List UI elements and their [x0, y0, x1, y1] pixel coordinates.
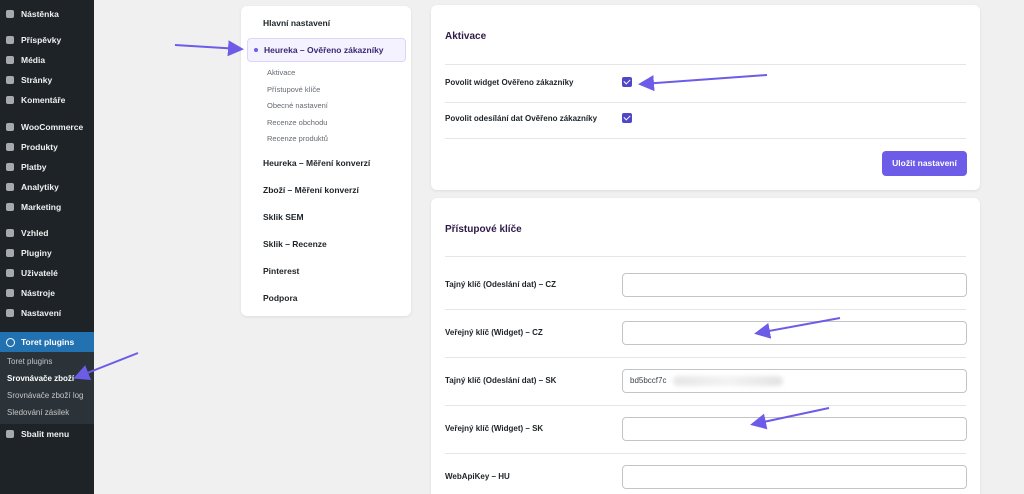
- menu-item[interactable]: Stránky: [0, 70, 94, 90]
- field-label: Tajný klíč (Odeslání dat) – SK: [445, 376, 557, 385]
- nav-item[interactable]: Heureka – Měření konverzí: [263, 158, 371, 168]
- submenu-item[interactable]: Sledování zásilek: [7, 408, 70, 417]
- collapse-menu[interactable]: Sbalit menu: [0, 424, 94, 444]
- keys-panel: Přístupové klíče Tajný klíč (Odeslání dat…: [431, 198, 980, 494]
- checkbox[interactable]: [622, 113, 632, 123]
- submenu-item[interactable]: Srovnávače zboží: [7, 374, 75, 383]
- arrow: [174, 40, 244, 57]
- text-input[interactable]: bd5bccf7c: [622, 369, 967, 393]
- nav-item[interactable]: Hlavní nastavení: [263, 18, 331, 28]
- menu-item[interactable]: Pluginy: [0, 243, 94, 263]
- nav-item[interactable]: Zboží – Měření konverzí: [263, 185, 359, 195]
- input-value: bd5bccf7c: [630, 376, 667, 385]
- save-button[interactable]: Uložit nastavení: [882, 151, 967, 176]
- field-label: Veřejný klíč (Widget) – SK: [445, 424, 544, 433]
- nav-subitem[interactable]: Recenze produktů: [267, 134, 328, 143]
- menu-item-active[interactable]: Toret plugins: [0, 332, 94, 352]
- menu-item[interactable]: Média: [0, 50, 94, 70]
- nav-subitem[interactable]: Obecné nastavení: [267, 101, 328, 110]
- nav-subitem[interactable]: Přístupové klíče: [267, 84, 321, 94]
- submenu: Toret plugins Srovnávače zboží Srovnávače …: [0, 352, 94, 424]
- menu-item[interactable]: Příspěvky: [0, 30, 94, 50]
- menu-item[interactable]: Nástroje: [0, 283, 94, 303]
- menu-item[interactable]: Platby: [0, 157, 94, 177]
- nav-item[interactable]: Pinterest: [263, 266, 300, 276]
- menu-item[interactable]: Nástěnka: [0, 4, 94, 24]
- separator: [445, 102, 966, 103]
- field-label: WebApiKey – HU: [445, 472, 510, 481]
- nav-item-active[interactable]: Heureka – Ověřeno zákazníky: [247, 38, 406, 62]
- nav-item[interactable]: Sklik – Recenze: [263, 239, 327, 249]
- submenu-item[interactable]: Toret plugins: [7, 357, 53, 366]
- menu-item[interactable]: Marketing: [0, 197, 94, 217]
- nav-item[interactable]: Podpora: [263, 293, 298, 303]
- checkbox[interactable]: [622, 77, 632, 87]
- field-label: Povolit odesílání dat Ověřeno zákazníky: [445, 114, 598, 123]
- redaction: [673, 376, 783, 386]
- menu-item[interactable]: Komentáře: [0, 90, 94, 110]
- field-label: Povolit widget Ověřeno zákazníky: [445, 78, 574, 87]
- nav-subitem[interactable]: Recenze obchodu: [267, 117, 328, 127]
- nav-subitem[interactable]: Aktivace: [267, 68, 296, 77]
- text-input[interactable]: [622, 321, 967, 345]
- menu-item[interactable]: Uživatelé: [0, 263, 94, 283]
- panel-title: Aktivace: [445, 31, 487, 42]
- separator: [445, 64, 966, 65]
- menu-item[interactable]: Nastavení: [0, 303, 94, 323]
- submenu-item[interactable]: Srovnávače zboží log: [7, 391, 84, 400]
- nav-item[interactable]: Sklik SEM: [263, 212, 304, 222]
- activation-panel: Aktivace Povolit widget Ověřeno zákazníky…: [431, 5, 980, 190]
- separator: [445, 256, 966, 257]
- field-label: Veřejný klíč (Widget) – CZ: [445, 328, 543, 337]
- text-input[interactable]: [622, 273, 967, 297]
- panel-title: Přístupové klíče: [445, 224, 522, 235]
- separator: [445, 453, 966, 454]
- field-label: Tajný klíč (Odeslání dat) – CZ: [445, 280, 556, 289]
- menu-item[interactable]: Produkty: [0, 137, 94, 157]
- separator: [445, 309, 966, 310]
- settings-nav: Hlavní nastavení Heureka – Ověřeno zákazn…: [241, 6, 411, 316]
- text-input[interactable]: [622, 465, 967, 489]
- menu-item[interactable]: Vzhled: [0, 223, 94, 243]
- separator: [445, 138, 966, 139]
- menu-item[interactable]: WooCommerce: [0, 117, 94, 137]
- separator: [445, 405, 966, 406]
- text-input[interactable]: [622, 417, 967, 441]
- menu-item[interactable]: Analytiky: [0, 177, 94, 197]
- separator: [445, 357, 966, 358]
